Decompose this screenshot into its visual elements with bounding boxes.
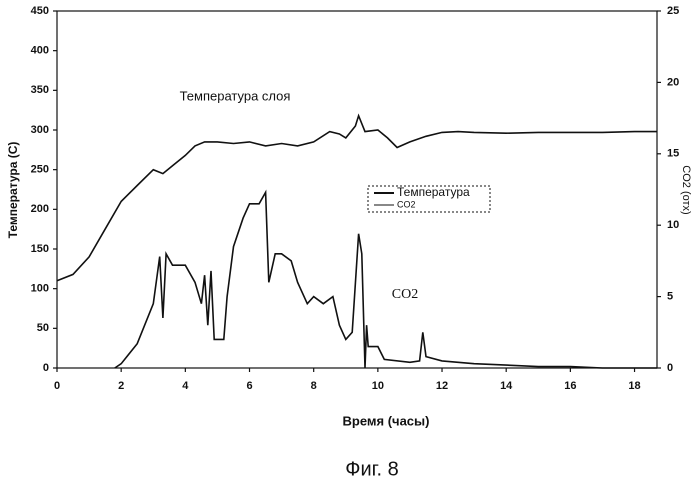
y-tick-label: 450 [31,5,49,17]
x-tick-label: 10 [372,380,384,392]
y-tick-label: 350 [31,84,49,96]
y2-tick-label: 20 [667,76,679,88]
y2-tick-label: 0 [667,362,673,374]
y2-tick-label: 5 [667,291,673,303]
legend-label: CO2 [397,199,416,209]
y-tick-label: 400 [31,45,49,57]
y-tick-label: 200 [31,203,49,215]
x-tick-label: 14 [500,380,513,392]
x-axis-label: Время (часы) [343,413,430,428]
y-tick-label: 0 [43,362,49,374]
chart: Температура слоя CO2 Время (часы) Темпер… [0,0,699,493]
x-tick-label: 0 [54,380,60,392]
caption: Фиг. 8 [345,458,398,480]
y-tick-label: 300 [31,124,49,136]
legend-label: Температура [397,185,470,199]
y2-tick-label: 25 [667,5,679,17]
y-tick-label: 100 [31,283,49,295]
y-tick-label: 150 [31,243,49,255]
y2-axis-label: CO2 (отх) [680,165,692,214]
y-tick-label: 250 [31,164,49,176]
annotation: CO2 [392,287,418,302]
x-tick-label: 6 [246,380,252,392]
x-tick-label: 8 [311,380,317,392]
annotation: Температура слоя [180,88,291,103]
x-tick-label: 4 [182,380,189,392]
y-tick-label: 50 [37,322,49,334]
y2-tick-label: 15 [667,148,679,160]
y-axis-label: Температура (С) [6,142,20,239]
x-tick-label: 12 [436,380,448,392]
series-line [115,192,657,368]
plot-frame [57,11,657,368]
x-tick-label: 2 [118,380,124,392]
x-tick-label: 16 [564,380,576,392]
y2-tick-label: 10 [667,219,679,231]
x-tick-label: 18 [628,380,640,392]
